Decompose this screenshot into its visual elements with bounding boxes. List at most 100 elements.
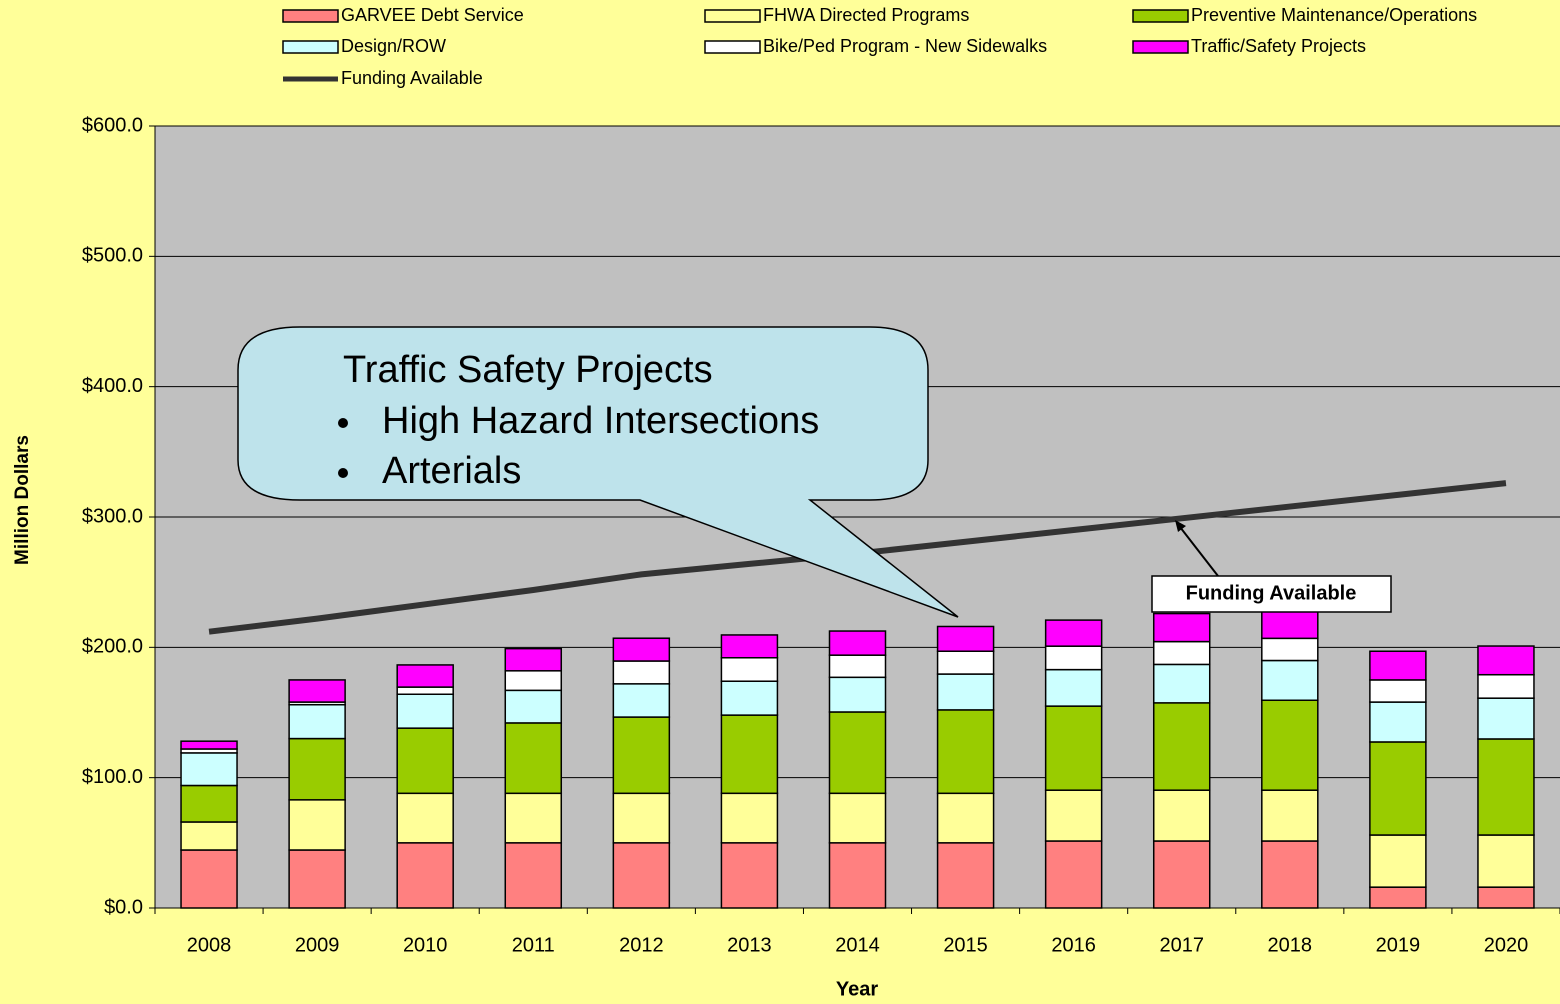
x-tick-label: 2017 — [1159, 934, 1204, 956]
legend-label: Bike/Ped Program - New Sidewalks — [763, 36, 1047, 56]
bar-segment — [1369, 886, 1427, 909]
bar-segment — [828, 630, 887, 656]
legend-swatch — [704, 9, 761, 23]
arrow-head — [1175, 520, 1186, 532]
bar-segment — [612, 792, 671, 844]
bar-segment — [720, 657, 779, 682]
bar-segment — [396, 686, 454, 696]
bar-segment — [936, 673, 995, 711]
bar-segment — [1152, 663, 1211, 704]
bar-segment — [288, 849, 346, 909]
bar-segment — [180, 849, 238, 909]
annotation-box — [1151, 575, 1392, 613]
callout: Traffic Safety Projects High Hazard Inte… — [237, 326, 959, 618]
bar-segment — [1044, 789, 1103, 842]
bar-segment — [828, 792, 887, 844]
bullet — [338, 418, 348, 428]
bar-segment — [1261, 699, 1319, 791]
bar-segment — [1152, 840, 1211, 909]
bar-segment — [1477, 886, 1535, 909]
bar-segment — [504, 792, 563, 844]
legend-swatch — [1132, 9, 1189, 23]
legend-label: Preventive Maintenance/Operations — [1191, 5, 1477, 25]
bar-segment — [720, 842, 779, 909]
bar-segment — [720, 714, 779, 795]
bar-segment — [1477, 673, 1535, 699]
bar-segment — [828, 842, 887, 909]
bar-segment — [288, 703, 346, 740]
bar-segment — [180, 740, 238, 750]
bar-segment — [612, 637, 671, 662]
bar-segment — [504, 842, 563, 909]
bar-segment — [1261, 637, 1319, 662]
bar-segment — [936, 842, 995, 909]
y-tick-label: $500.0 — [82, 245, 143, 267]
bar-segment — [396, 664, 454, 688]
legend: GARVEE Debt Service FHWA Directed Program… — [282, 5, 1477, 88]
bar-segment — [504, 689, 563, 724]
x-tick-label: 2018 — [1268, 934, 1313, 956]
bar-segment — [1152, 789, 1211, 842]
x-tick-label: 2009 — [295, 934, 340, 956]
bar-segment — [828, 676, 887, 713]
annotation-text: Funding Available — [1186, 582, 1357, 604]
x-tick-label: 2016 — [1051, 934, 1096, 956]
bar-segment — [504, 647, 563, 672]
legend-label: GARVEE Debt Service — [341, 5, 524, 25]
bar-segment — [720, 634, 779, 659]
annotation: Funding Available — [1151, 520, 1392, 613]
bar-segment — [1044, 840, 1103, 909]
bar-segment — [1369, 650, 1427, 681]
x-tick-label: 2008 — [187, 934, 232, 956]
y-tick-label: $400.0 — [82, 375, 143, 397]
y-tick-label: $600.0 — [82, 114, 143, 136]
legend-swatch — [282, 40, 339, 54]
legend-label: Funding Available — [341, 68, 483, 88]
x-tick-label: 2010 — [403, 934, 448, 956]
bar-segment — [828, 711, 887, 795]
x-axis-title: Year — [836, 978, 878, 1000]
bar-segment — [720, 680, 779, 716]
bar-segment — [1369, 741, 1427, 836]
bar-segment — [1477, 697, 1535, 740]
legend-label: Design/ROW — [341, 36, 446, 56]
x-tick-label: 2012 — [619, 934, 664, 956]
x-tick-label: 2020 — [1484, 934, 1529, 956]
bar-segment — [1369, 834, 1427, 888]
bar-segment — [612, 660, 671, 685]
legend-label: Traffic/Safety Projects — [1191, 36, 1366, 56]
bar-segment — [396, 727, 454, 795]
bullet — [338, 468, 348, 478]
bar-segment — [936, 650, 995, 675]
bar-segment — [504, 722, 563, 795]
y-tick-label: $300.0 — [82, 505, 143, 527]
bar-segment — [180, 752, 238, 787]
bar-segment — [1369, 679, 1427, 703]
y-tick-label: $100.0 — [82, 766, 143, 788]
bar-segment — [1261, 659, 1319, 701]
legend-swatch — [282, 9, 339, 23]
bar-segment — [504, 670, 563, 692]
bar-segment — [612, 716, 671, 795]
bar-segment — [1044, 705, 1103, 791]
callout-bullet: High Hazard Intersections — [382, 400, 819, 442]
legend-swatch — [704, 40, 761, 54]
legend-swatch — [1132, 40, 1189, 54]
bar-segment — [288, 679, 346, 703]
bar-segment — [1152, 640, 1211, 666]
x-tick-label: 2011 — [512, 934, 555, 956]
bar-segment — [1261, 789, 1319, 842]
legend-label: FHWA Directed Programs — [763, 5, 969, 25]
bar-segment — [936, 625, 995, 652]
bar-segment — [396, 693, 454, 729]
bars — [180, 610, 1535, 909]
bar-segment — [288, 737, 346, 801]
bar-segment — [1261, 610, 1319, 640]
bar-segment — [396, 792, 454, 844]
bar-segment — [180, 821, 238, 851]
y-tick-label: $200.0 — [82, 636, 143, 658]
bar-segment — [1152, 612, 1211, 643]
y-tick-label: $0.0 — [104, 896, 143, 918]
y-axis-title: Million Dollars — [12, 435, 33, 565]
